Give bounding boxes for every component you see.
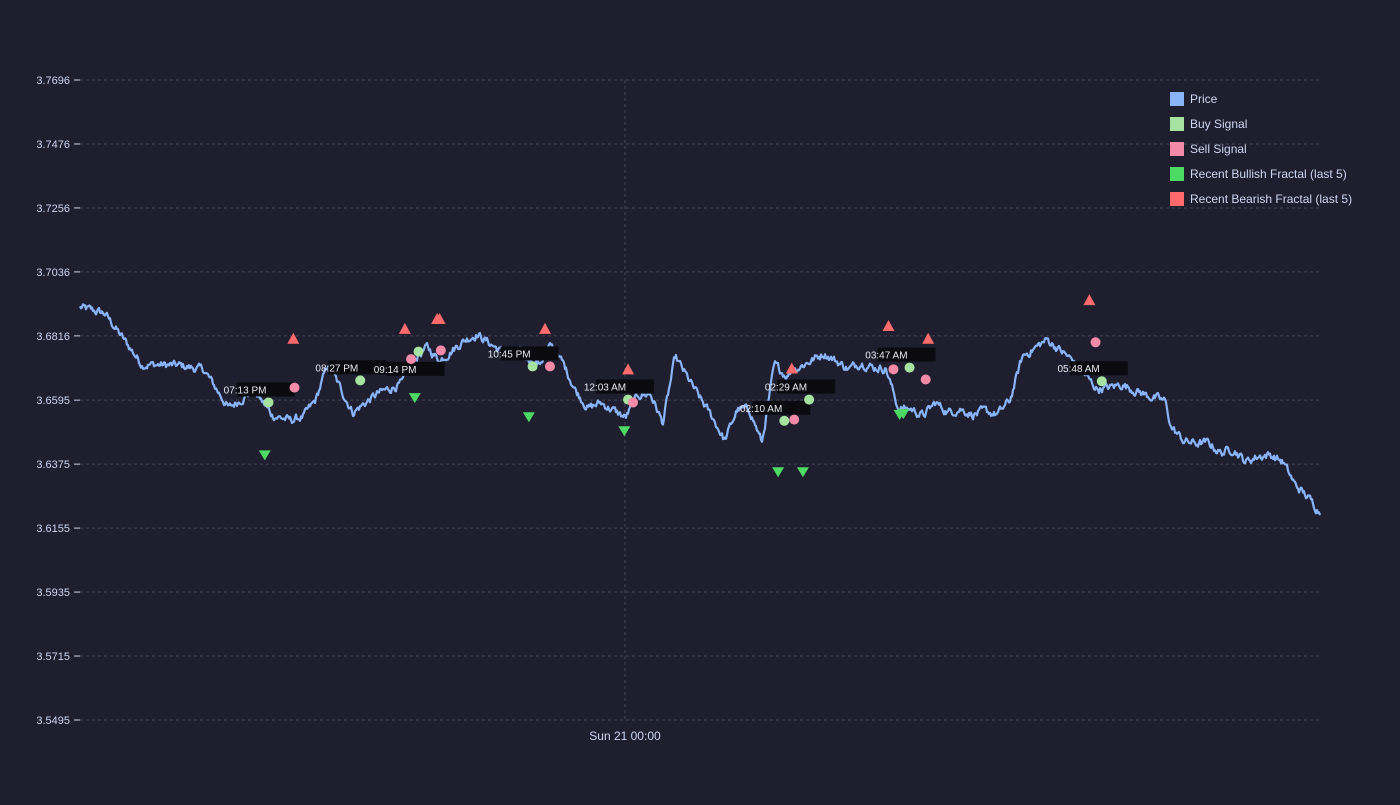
y-tick-label: 3.6816 [36, 331, 70, 343]
signal-time-label: 08:27 PM [315, 360, 387, 375]
bullish-fractal-marker [408, 393, 421, 404]
y-tick-label: 3.7036 [36, 267, 70, 279]
sell-signal-marker [406, 354, 417, 365]
y-tick-label: 3.5935 [36, 587, 70, 599]
legend-swatch [1170, 167, 1184, 181]
sell-signal-marker [920, 374, 931, 385]
buy-signal-marker [904, 362, 915, 373]
bearish-fractal-marker [398, 322, 411, 334]
bearish-fractal-marker [622, 363, 635, 375]
buy-signal-marker [1096, 376, 1107, 387]
legend-swatch [1170, 92, 1184, 106]
sell-signal-marker [544, 361, 555, 372]
y-tick-label: 3.5715 [36, 651, 70, 663]
y-tick-label: 3.7256 [36, 203, 70, 215]
y-tick-label: 3.5495 [36, 715, 70, 727]
bullish-fractal-marker [258, 450, 271, 461]
grid-layer [80, 79, 1320, 721]
buy-signal-marker [413, 346, 424, 357]
signal-label-text: 03:47 AM [865, 351, 907, 362]
sell-signal-marker [435, 345, 446, 356]
signal-label-text: 05:48 AM [1057, 364, 1099, 375]
legend[interactable]: Price Buy Signal Sell Signal Recent Bullish… [1170, 92, 1352, 206]
sell-signal-marker [628, 397, 639, 408]
line-layer [79, 303, 1322, 516]
signal-label-text: 02:29 AM [765, 383, 807, 394]
signal-time-label: 07:13 PM [224, 382, 295, 397]
signal-label-box [752, 400, 811, 415]
bullish-fractal-marker [522, 412, 535, 423]
bullish-fractal-marker [618, 426, 631, 437]
signal-label-box [328, 360, 387, 375]
bullish-fractal-marker [772, 467, 785, 478]
bearish-fractal-marker [882, 319, 895, 331]
bearish-fractal-marker [785, 362, 798, 374]
signal-label-text: 02:10 AM [740, 404, 782, 415]
signal-label-box [500, 346, 559, 361]
signal-label-box [777, 379, 836, 394]
bearish-fractal-marker [287, 332, 300, 344]
signal-label-box [1069, 361, 1128, 376]
buy-signal-marker [804, 394, 815, 405]
legend-label: Recent Bullish Fractal (last 5) [1190, 167, 1347, 181]
sell-signal-marker [1090, 337, 1101, 348]
marker-layer [258, 294, 1107, 478]
price-line [79, 303, 1322, 516]
signal-time-label: 12:03 AM [584, 379, 655, 394]
signal-time-label: 09:14 PM [374, 361, 445, 376]
signal-time-label: 10:45 PM [488, 346, 559, 361]
buy-signal-marker [355, 375, 366, 386]
signal-label-box [236, 382, 295, 397]
signal-time-label: 02:10 AM [740, 400, 811, 415]
bullish-fractal-marker [897, 409, 910, 420]
legend-label: Price [1190, 92, 1218, 106]
sell-signal-marker [789, 414, 800, 425]
sell-signal-marker [888, 364, 899, 375]
signal-label-text: 10:45 PM [488, 349, 531, 360]
x-tick-label: Sun 21 00:00 [589, 729, 661, 743]
signal-label-box [386, 361, 445, 376]
axis-layer: 3.5495 3.5715 3.5935 3.6155 3.6375 3.6595 3.68… [36, 75, 661, 743]
bullish-fractal-marker [796, 467, 809, 478]
legend-item[interactable]: Sell Signal [1170, 142, 1247, 156]
legend-item[interactable]: Recent Bearish Fractal (last 5) [1170, 192, 1352, 206]
legend-item[interactable]: Recent Bullish Fractal (last 5) [1170, 167, 1347, 181]
legend-swatch [1170, 192, 1184, 206]
legend-label: Recent Bearish Fractal (last 5) [1190, 192, 1352, 206]
legend-label: Buy Signal [1190, 117, 1247, 131]
signal-label-box [877, 347, 936, 362]
signal-time-label: 05:48 AM [1057, 361, 1128, 376]
y-tick-label: 3.6375 [36, 459, 70, 471]
y-tick-label: 3.6595 [36, 395, 70, 407]
bearish-fractal-marker [433, 313, 446, 325]
legend-swatch [1170, 142, 1184, 156]
legend-item[interactable]: Price [1170, 92, 1218, 106]
legend-swatch [1170, 117, 1184, 131]
signal-label-text: 12:03 AM [584, 383, 626, 394]
bearish-fractal-marker [1083, 294, 1096, 306]
buy-signal-marker [263, 397, 274, 408]
signal-label-text: 08:27 PM [315, 363, 358, 374]
sell-signal-marker [289, 382, 300, 393]
y-tick-label: 3.7696 [36, 75, 70, 87]
signal-label-layer: 07:13 PM 08:27 PM 09:14 PM 10:45 PM 12:03 AM… [224, 346, 1128, 415]
buy-signal-marker [527, 361, 538, 372]
signal-time-label: 02:29 AM [765, 379, 836, 394]
bearish-fractal-marker [922, 332, 935, 344]
legend-item[interactable]: Buy Signal [1170, 117, 1247, 131]
legend-label: Sell Signal [1190, 142, 1247, 156]
signal-time-label: 03:47 AM [865, 347, 936, 362]
signal-label-text: 07:13 PM [224, 385, 267, 396]
buy-signal-marker [779, 415, 790, 426]
y-tick-label: 3.6155 [36, 523, 70, 535]
signal-label-text: 09:14 PM [374, 365, 417, 376]
bearish-fractal-marker [539, 322, 551, 334]
signal-label-box [596, 379, 655, 394]
y-tick-label: 3.7476 [36, 139, 70, 151]
